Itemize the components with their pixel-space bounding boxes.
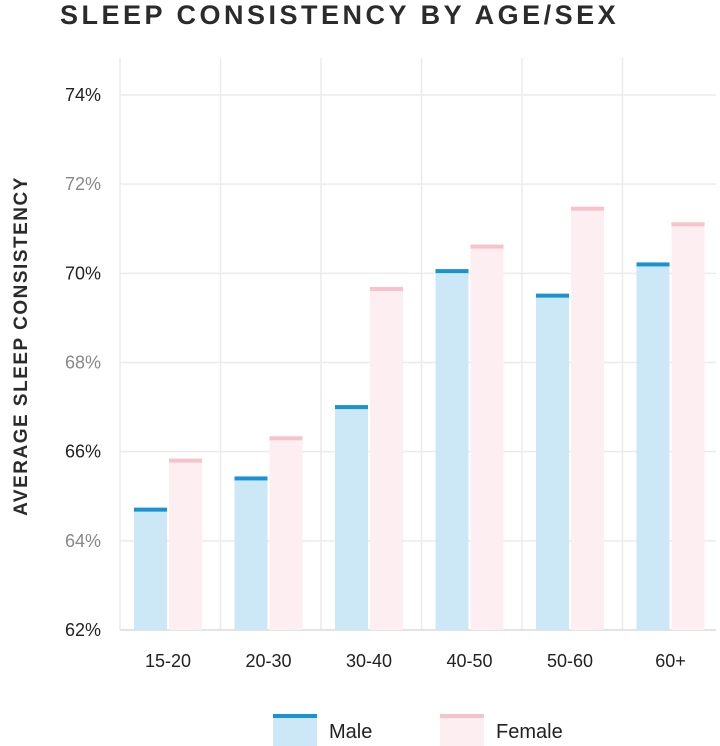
bar-top-female <box>169 458 202 463</box>
legend-swatch-top-male <box>273 714 317 718</box>
x-tick-label: 50-60 <box>547 651 593 671</box>
bar-top-male <box>536 293 569 298</box>
bar-female <box>571 208 604 630</box>
bar-top-female <box>470 244 504 249</box>
bar-male <box>435 271 469 630</box>
x-tick-label: 15-20 <box>145 651 191 671</box>
x-tick-label: 60+ <box>655 651 686 671</box>
bar-top-female <box>269 436 303 441</box>
legend-swatch-male <box>273 714 317 746</box>
x-tick-label: 40-50 <box>446 651 492 671</box>
bar-top-female <box>571 206 604 211</box>
y-tick-label: 68% <box>65 353 101 373</box>
x-tick-label: 20-30 <box>245 651 291 671</box>
bar-female <box>671 224 705 630</box>
bar-male <box>134 509 167 630</box>
bar-male <box>636 264 670 630</box>
bar-top-male <box>234 476 268 481</box>
x-tick-label: 30-40 <box>346 651 392 671</box>
bar-female <box>169 460 202 630</box>
bar-male <box>335 407 368 630</box>
chart-title: SLEEP CONSISTENCY BY AGE/SEX <box>60 0 620 30</box>
legend-swatch-top-female <box>440 714 484 718</box>
bar-female <box>470 246 504 631</box>
bar-top-female <box>671 222 705 227</box>
legend-label-female: Female <box>496 721 563 743</box>
bar-male <box>234 478 268 630</box>
legend-label-male: Male <box>329 721 372 743</box>
bar-top-male <box>134 507 167 512</box>
bar-male <box>536 295 569 630</box>
bar-female <box>370 288 403 630</box>
y-tick-label: 62% <box>65 620 101 640</box>
bar-top-female <box>370 286 403 291</box>
y-tick-label: 70% <box>65 263 101 283</box>
bar-female <box>269 438 303 630</box>
y-tick-label: 66% <box>65 442 101 462</box>
y-tick-label: 74% <box>65 85 101 105</box>
bar-top-male <box>335 405 368 410</box>
bar-top-male <box>435 269 469 274</box>
y-tick-label: 72% <box>65 174 101 194</box>
bar-top-male <box>636 262 670 267</box>
y-tick-label: 64% <box>65 531 101 551</box>
legend-swatch-female <box>440 714 484 746</box>
